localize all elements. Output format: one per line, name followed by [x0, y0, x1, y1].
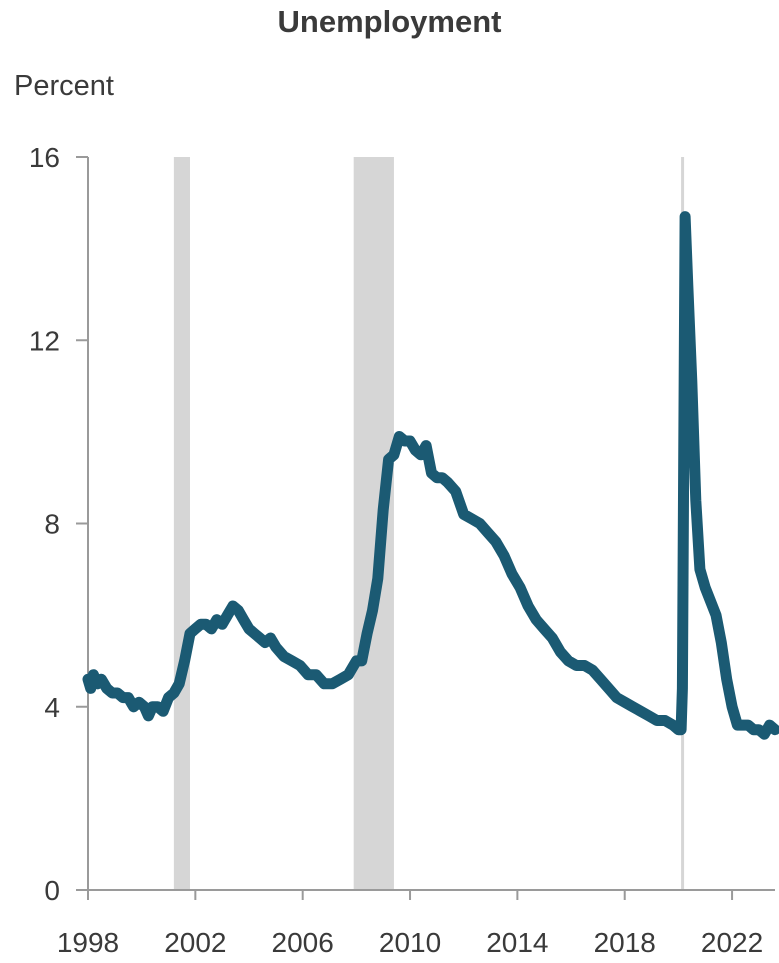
series-group: [82, 211, 779, 740]
x-tick-label: 2006: [272, 927, 334, 958]
series-line: [82, 211, 779, 740]
x-axis-ticks: 1998 2002 2006 2010 2014 2018 2022: [57, 890, 763, 958]
chart-title: Unemployment: [277, 4, 502, 39]
recession-shading: [173, 157, 685, 890]
y-tick-label: 12: [29, 325, 60, 356]
y-tick-label: 16: [29, 142, 60, 173]
recession-band: [173, 157, 190, 890]
y-axis-unit-label: Percent: [14, 70, 114, 102]
x-tick-label: 2014: [486, 927, 548, 958]
y-tick-label: 0: [44, 875, 60, 906]
recession-band: [353, 157, 394, 890]
y-tick-label: 8: [44, 509, 60, 540]
x-tick-label: 1998: [57, 927, 119, 958]
x-tick-label: 2002: [164, 927, 226, 958]
x-tick-label: 2018: [594, 927, 656, 958]
chart-axes: [87, 157, 775, 891]
x-tick-label: 2022: [701, 927, 763, 958]
y-tick-label: 4: [44, 692, 60, 723]
y-axis-ticks: 0 4 8 12 16: [29, 142, 88, 906]
x-tick-label: 2010: [379, 927, 441, 958]
